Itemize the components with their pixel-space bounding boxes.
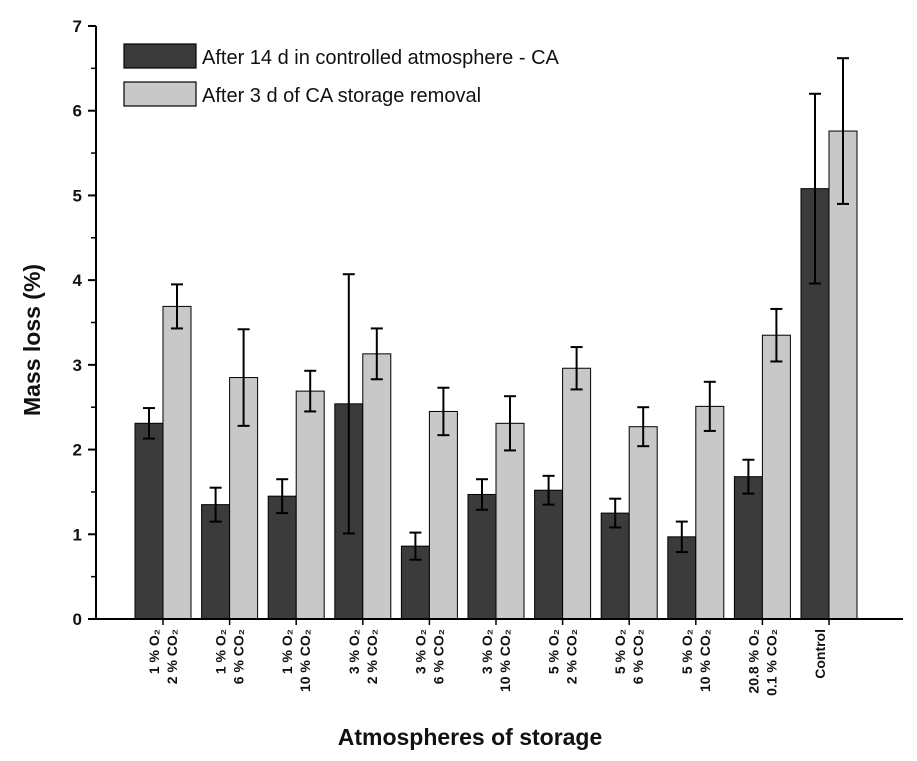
bar-series-2 (362, 353, 392, 620)
error-bars-layer (143, 57, 849, 561)
category-label-line2: 6 % CO₂ (231, 629, 247, 684)
category-label-line1: 1 % O₂ (213, 629, 229, 674)
y-tick-label: 7 (73, 17, 82, 36)
category-label-line2: 2 % CO₂ (364, 629, 380, 684)
category-label-line1: Control (812, 629, 828, 679)
bar-series-2 (562, 367, 592, 620)
bar-series-1 (534, 489, 564, 620)
y-tick-label: 0 (73, 610, 82, 629)
category-label-line1: 1 % O₂ (146, 629, 162, 674)
category-label-line1: 3 % O₂ (346, 629, 362, 674)
category-label-line1: 20.8 % O₂ (745, 629, 761, 694)
bar-series-2 (229, 377, 259, 620)
bar-series-2 (495, 422, 525, 620)
bar-series-1 (667, 536, 697, 620)
x-axis-title: Atmospheres of storage (338, 724, 603, 750)
legend-swatch-series-1 (123, 43, 197, 69)
legend-swatch-series-2 (123, 81, 197, 107)
category-label-line2: 0.1 % CO₂ (763, 629, 779, 696)
y-tick-label: 1 (73, 525, 82, 544)
category-label-line1: 3 % O₂ (412, 629, 428, 674)
bar-series-2 (761, 334, 791, 620)
y-tick-label: 3 (73, 356, 82, 375)
legend-label-series-1: After 14 d in controlled atmosphere - CA (202, 47, 560, 69)
category-label-line1: 1 % O₂ (279, 629, 295, 674)
bar-series-2 (428, 410, 458, 620)
category-label-line1: 5 % O₂ (679, 629, 695, 674)
category-label-line2: 2 % CO₂ (564, 629, 580, 684)
y-axis-title: Mass loss (%) (19, 264, 45, 416)
category-label-line2: 10 % CO₂ (697, 629, 713, 692)
bar-series-1 (267, 495, 297, 620)
y-tick-label: 5 (73, 186, 82, 205)
y-ticks: 0 1 2 3 4 5 6 7 (73, 17, 96, 629)
bar-series-1 (733, 476, 763, 620)
category-label-line2: 2 % CO₂ (164, 629, 180, 684)
category-label-line1: 5 % O₂ (612, 629, 628, 674)
category-label-line2: 10 % CO₂ (497, 629, 513, 692)
y-tick-label: 4 (73, 271, 83, 290)
bar-series-2 (628, 426, 658, 620)
category-label-line1: 5 % O₂ (546, 629, 562, 674)
bar-series-1 (134, 422, 164, 620)
category-label-line1: 3 % O₂ (479, 629, 495, 674)
bar-series-2 (695, 405, 725, 620)
legend: After 14 d in controlled atmosphere - CA… (123, 43, 560, 107)
y-tick-label: 6 (73, 102, 82, 121)
bar-series-2 (162, 305, 192, 620)
category-label-line2: 6 % CO₂ (630, 629, 646, 684)
bar-series-1 (467, 493, 497, 620)
category-label-line2: 10 % CO₂ (297, 629, 313, 692)
x-tick-labels: 1 % O₂ 2 % CO₂ 1 % O₂ 6 % CO₂ 1 % O₂ 10 % CO₂… (146, 619, 830, 696)
category-label-line2: 6 % CO₂ (430, 629, 446, 684)
bar-series-1 (600, 512, 630, 620)
bars-layer (134, 130, 858, 620)
y-tick-label: 2 (73, 441, 82, 460)
legend-label-series-2: After 3 d of CA storage removal (202, 85, 481, 107)
bar-series-2 (295, 390, 325, 620)
